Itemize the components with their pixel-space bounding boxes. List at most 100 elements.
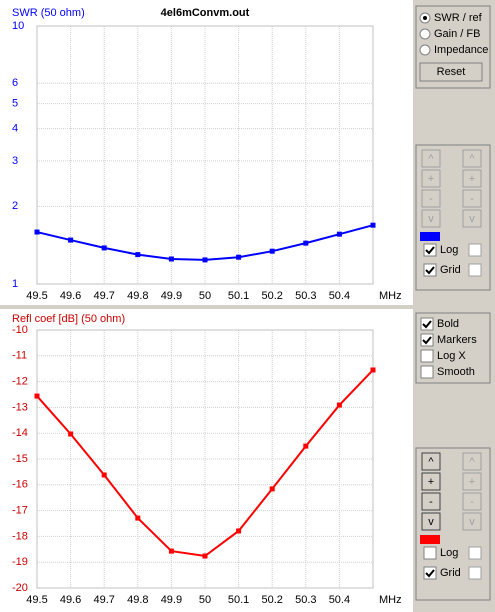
scale-button-label: - <box>429 496 433 508</box>
checkbox[interactable] <box>423 566 437 580</box>
group-box <box>415 312 491 384</box>
reset-button[interactable] <box>419 62 483 82</box>
y-tick-label: 2 <box>12 200 18 212</box>
reset-label: Reset <box>437 66 466 78</box>
marker <box>101 472 107 478</box>
x-tick-label: 50.1 <box>228 290 249 302</box>
plot-frame <box>36 25 374 285</box>
checkbox[interactable] <box>468 243 482 257</box>
marker <box>370 222 376 228</box>
checkbox[interactable] <box>420 317 434 331</box>
scale-button[interactable] <box>421 492 441 511</box>
x-tick-label: 50.3 <box>295 594 316 606</box>
checkbox[interactable] <box>423 546 437 560</box>
y-tick-label: -11 <box>12 350 27 362</box>
scale-button-label: v <box>428 516 434 528</box>
scale-button <box>462 472 482 491</box>
scale-button[interactable] <box>421 512 441 531</box>
scale-button <box>462 492 482 511</box>
checkbox[interactable] <box>420 365 434 379</box>
checkbox-label: Markers <box>437 334 477 346</box>
check-mark <box>422 336 432 345</box>
x-tick-label: 49.5 <box>26 290 47 302</box>
file-name: 4el6mConvm.out <box>161 7 250 19</box>
radio-button[interactable] <box>419 28 431 40</box>
checkbox-label: Bold <box>437 318 459 330</box>
y-tick-label: -13 <box>12 401 28 413</box>
marker <box>303 443 309 449</box>
scale-button <box>462 149 482 168</box>
scale-button-label: v <box>469 213 475 225</box>
x-tick-label: 50.2 <box>261 594 282 606</box>
scale-button-label: ^ <box>428 153 434 165</box>
color-swatch[interactable] <box>420 535 440 544</box>
x-tick-label: 49.9 <box>161 290 182 302</box>
marker <box>370 367 376 373</box>
x-tick-label: 49.8 <box>127 290 148 302</box>
checkbox[interactable] <box>420 333 434 347</box>
checkbox-label: Grid <box>440 264 461 276</box>
marker <box>135 252 141 258</box>
marker <box>202 257 208 263</box>
checkbox[interactable] <box>420 349 434 363</box>
marker <box>168 548 174 554</box>
x-tick-label: 49.6 <box>60 594 81 606</box>
y-tick-label: -16 <box>12 479 28 491</box>
marker <box>101 245 107 251</box>
marker <box>202 553 208 559</box>
checkbox-label: Smooth <box>437 366 475 378</box>
scale-button <box>462 512 482 531</box>
scale-button-label: - <box>470 193 474 205</box>
y-tick-label: -18 <box>12 530 28 542</box>
radio-label: Impedance <box>434 44 488 56</box>
group-box <box>415 144 491 291</box>
y-tick-label: -12 <box>12 376 28 388</box>
chart-title: Refl coef [dB] (50 ohm) <box>12 313 125 325</box>
checkbox[interactable] <box>468 546 482 560</box>
group-box <box>415 5 491 89</box>
y-tick-label: 6 <box>12 77 18 89</box>
x-tick-label: 49.7 <box>93 594 114 606</box>
x-axis-label: MHz <box>379 594 402 606</box>
marker <box>34 393 40 399</box>
checkbox[interactable] <box>423 263 437 277</box>
marker <box>135 515 141 521</box>
check-mark <box>425 266 435 275</box>
scale-button-label: - <box>429 193 433 205</box>
x-tick-label: 49.6 <box>60 290 81 302</box>
checkbox[interactable] <box>468 566 482 580</box>
checkbox[interactable] <box>468 263 482 277</box>
scale-button-label: - <box>470 496 474 508</box>
checkbox-label: Grid <box>440 567 461 579</box>
y-tick-label: 10 <box>12 20 24 32</box>
marker <box>68 431 74 437</box>
checkbox-label: Log <box>440 547 458 559</box>
marker <box>168 256 174 262</box>
scale-button <box>462 452 482 471</box>
splitter <box>0 305 413 309</box>
marker <box>236 528 242 534</box>
marker <box>269 248 275 254</box>
scale-button[interactable] <box>421 452 441 471</box>
x-tick-label: 49.8 <box>127 594 148 606</box>
radio-button[interactable] <box>419 44 431 56</box>
checkbox[interactable] <box>423 243 437 257</box>
scale-button <box>421 169 441 188</box>
scale-button[interactable] <box>421 472 441 491</box>
y-tick-label: 5 <box>12 98 18 110</box>
chart-title: SWR (50 ohm) <box>12 7 85 19</box>
marker <box>336 402 342 408</box>
x-tick-label: 50.3 <box>295 290 316 302</box>
radio-label: Gain / FB <box>434 28 480 40</box>
group-box <box>415 447 491 601</box>
color-swatch[interactable] <box>420 232 440 241</box>
x-tick-label: 50.2 <box>261 290 282 302</box>
scale-button <box>462 169 482 188</box>
y-tick-label: -20 <box>12 582 28 594</box>
marker <box>68 237 74 243</box>
scale-button-label: + <box>428 173 434 185</box>
check-mark <box>425 569 435 578</box>
y-tick-label: 1 <box>12 278 18 290</box>
scale-button-label: + <box>428 476 434 488</box>
